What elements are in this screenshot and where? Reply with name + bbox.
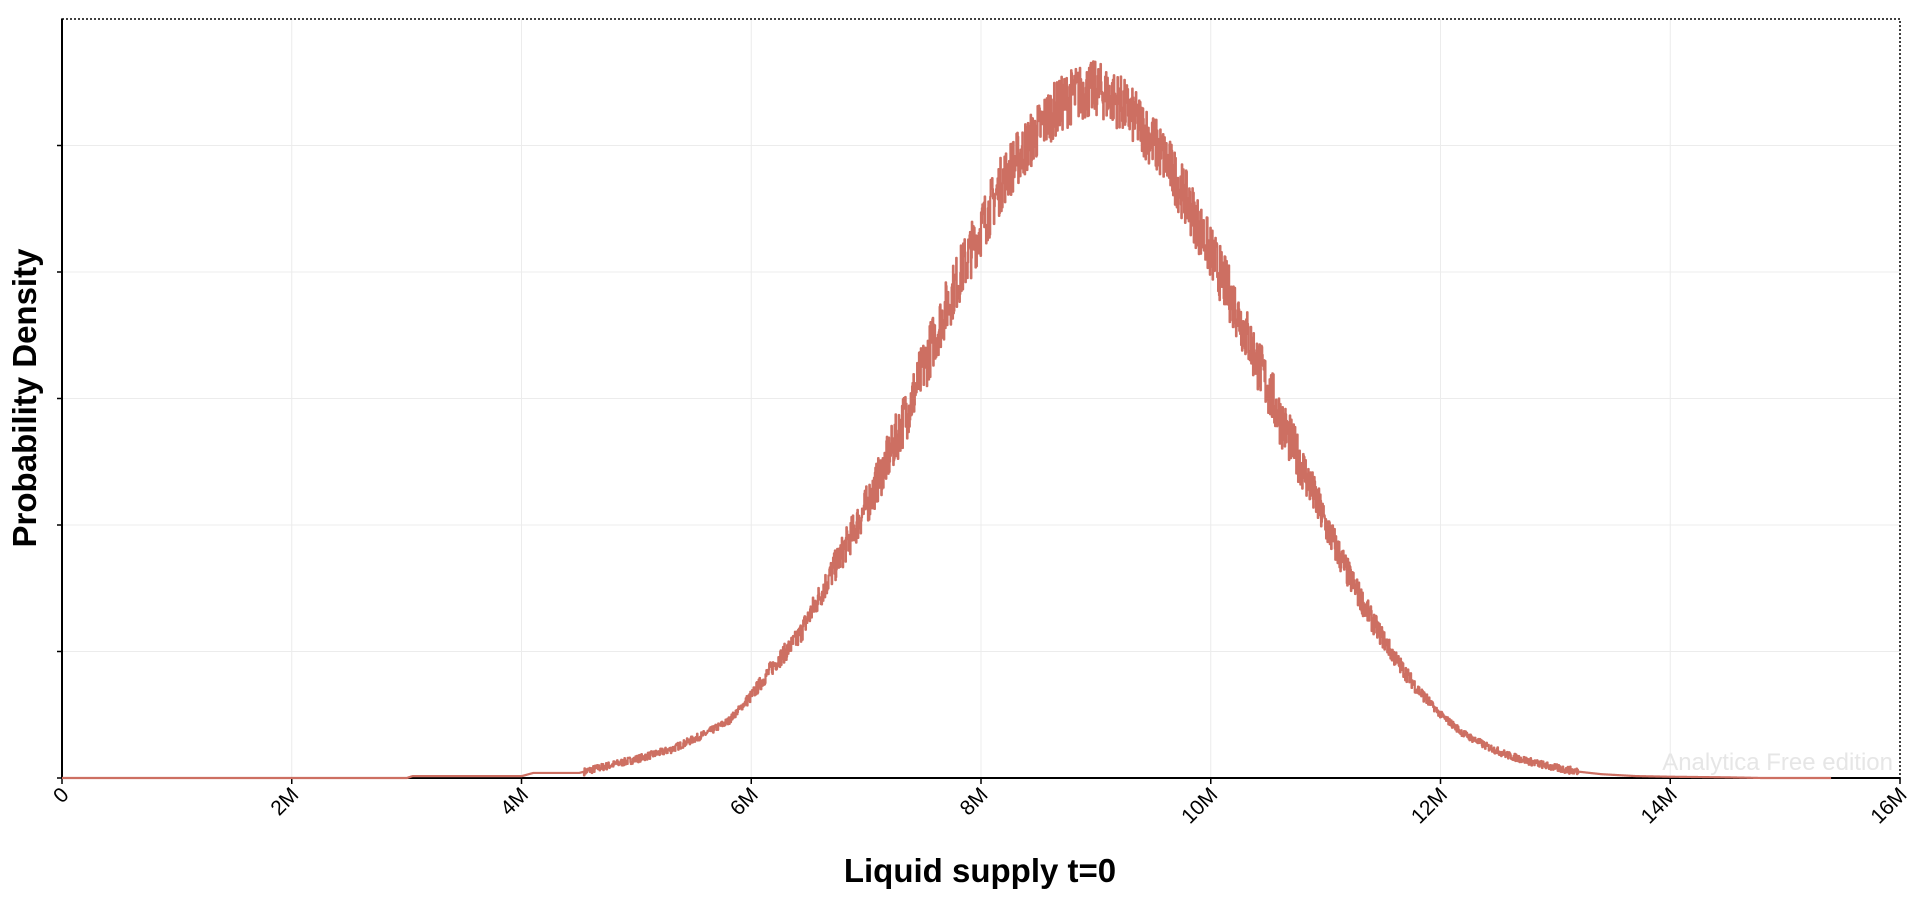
x-axis-title: Liquid supply t=0 — [844, 852, 1116, 889]
grid — [62, 19, 1900, 778]
x-tick-label: 16M — [1866, 783, 1911, 828]
x-ticks: 0 2M 4M 6M 8M 10M 12M 14M 16M — [49, 778, 1912, 828]
series-layer — [61, 60, 1832, 780]
density-series-line — [61, 60, 1832, 780]
x-tick-label: 6M — [726, 783, 763, 820]
y-axis-title: Probability Density — [6, 248, 43, 548]
x-tick-label: 14M — [1637, 783, 1682, 828]
x-tick-label: 2M — [266, 783, 303, 820]
x-tick-label: 10M — [1177, 783, 1222, 828]
watermark-text: Analytica Free edition — [1662, 749, 1893, 776]
x-tick-label: 12M — [1407, 783, 1452, 828]
x-tick-label: 4M — [496, 783, 533, 820]
x-tick-label: 8M — [956, 783, 993, 820]
y-ticks — [57, 144, 62, 779]
x-tick-label: 0 — [49, 783, 74, 808]
